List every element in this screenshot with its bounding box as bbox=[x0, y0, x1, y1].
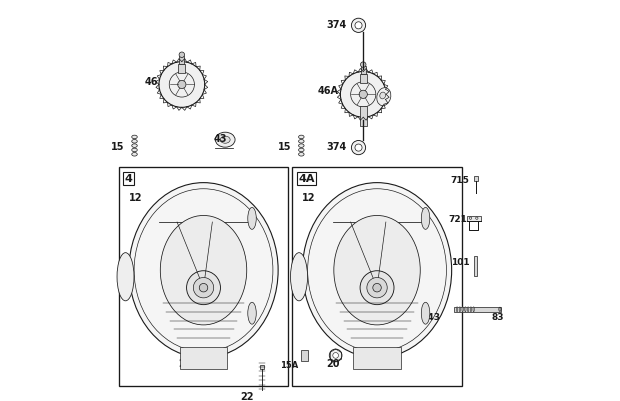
Text: 12: 12 bbox=[302, 192, 316, 203]
Text: 46A: 46A bbox=[318, 86, 339, 96]
Ellipse shape bbox=[303, 183, 451, 358]
Text: 374: 374 bbox=[326, 20, 347, 30]
Text: 46: 46 bbox=[144, 76, 158, 86]
Ellipse shape bbox=[377, 88, 391, 106]
Circle shape bbox=[179, 53, 185, 59]
Text: 15: 15 bbox=[278, 141, 291, 151]
Ellipse shape bbox=[299, 149, 304, 152]
Text: 715: 715 bbox=[451, 175, 470, 184]
Circle shape bbox=[352, 141, 366, 155]
Circle shape bbox=[182, 349, 194, 362]
Ellipse shape bbox=[465, 307, 466, 312]
Ellipse shape bbox=[299, 153, 304, 157]
Circle shape bbox=[355, 23, 362, 30]
Circle shape bbox=[360, 271, 394, 305]
Text: 374: 374 bbox=[326, 142, 347, 152]
Text: 20: 20 bbox=[178, 358, 192, 369]
Ellipse shape bbox=[291, 253, 308, 301]
Circle shape bbox=[367, 278, 388, 298]
Ellipse shape bbox=[334, 216, 420, 325]
Ellipse shape bbox=[161, 216, 247, 325]
Text: 43: 43 bbox=[213, 134, 227, 144]
Ellipse shape bbox=[473, 307, 474, 312]
Circle shape bbox=[187, 271, 221, 305]
Text: 20: 20 bbox=[326, 358, 339, 369]
Text: 743: 743 bbox=[421, 312, 440, 321]
Bar bbox=[292, 168, 462, 386]
Ellipse shape bbox=[131, 153, 137, 157]
Ellipse shape bbox=[131, 136, 137, 140]
Text: 15A: 15A bbox=[280, 360, 298, 369]
Ellipse shape bbox=[470, 307, 472, 312]
Bar bbox=[180, 347, 228, 369]
Bar bbox=[353, 347, 401, 369]
Text: 4A: 4A bbox=[298, 174, 315, 184]
Ellipse shape bbox=[380, 93, 386, 99]
Circle shape bbox=[360, 63, 366, 68]
Ellipse shape bbox=[131, 149, 137, 152]
Ellipse shape bbox=[131, 144, 137, 148]
Circle shape bbox=[199, 284, 208, 292]
Ellipse shape bbox=[299, 144, 304, 148]
Ellipse shape bbox=[467, 307, 469, 312]
Ellipse shape bbox=[220, 137, 230, 144]
Ellipse shape bbox=[131, 140, 137, 144]
Circle shape bbox=[340, 72, 386, 118]
Text: 20A: 20A bbox=[358, 360, 376, 369]
Ellipse shape bbox=[299, 136, 304, 140]
Circle shape bbox=[333, 353, 339, 358]
Ellipse shape bbox=[422, 302, 430, 324]
Text: 721: 721 bbox=[449, 215, 467, 223]
Circle shape bbox=[193, 278, 214, 298]
Bar bbox=[260, 365, 264, 369]
Bar bbox=[454, 307, 501, 312]
Circle shape bbox=[359, 91, 368, 99]
Bar bbox=[118, 168, 288, 386]
Ellipse shape bbox=[248, 302, 256, 324]
Bar bbox=[474, 256, 477, 276]
Bar bbox=[361, 67, 366, 75]
Ellipse shape bbox=[499, 308, 501, 312]
Ellipse shape bbox=[459, 307, 461, 312]
Circle shape bbox=[159, 63, 205, 108]
Ellipse shape bbox=[129, 183, 278, 358]
Circle shape bbox=[361, 348, 376, 363]
Bar bbox=[179, 57, 184, 65]
Text: 83: 83 bbox=[492, 312, 504, 321]
Circle shape bbox=[185, 353, 190, 358]
Ellipse shape bbox=[117, 253, 134, 301]
Bar bbox=[474, 176, 477, 182]
Text: 101: 101 bbox=[451, 258, 470, 267]
Circle shape bbox=[329, 349, 342, 362]
Bar bbox=[360, 75, 366, 84]
Bar bbox=[467, 216, 480, 221]
Text: 15: 15 bbox=[111, 141, 125, 151]
Bar bbox=[360, 107, 366, 127]
Ellipse shape bbox=[422, 208, 430, 230]
Text: 22: 22 bbox=[241, 391, 254, 401]
Ellipse shape bbox=[299, 140, 304, 144]
Circle shape bbox=[355, 145, 362, 152]
Bar bbox=[301, 350, 308, 361]
Ellipse shape bbox=[456, 307, 458, 312]
Ellipse shape bbox=[462, 307, 463, 312]
Ellipse shape bbox=[215, 133, 235, 148]
Bar bbox=[179, 65, 185, 74]
Circle shape bbox=[365, 352, 373, 359]
Ellipse shape bbox=[248, 208, 256, 230]
Text: 4: 4 bbox=[125, 174, 133, 184]
Text: 12: 12 bbox=[128, 192, 142, 203]
Circle shape bbox=[352, 19, 366, 33]
Circle shape bbox=[373, 284, 381, 292]
Circle shape bbox=[178, 81, 186, 89]
